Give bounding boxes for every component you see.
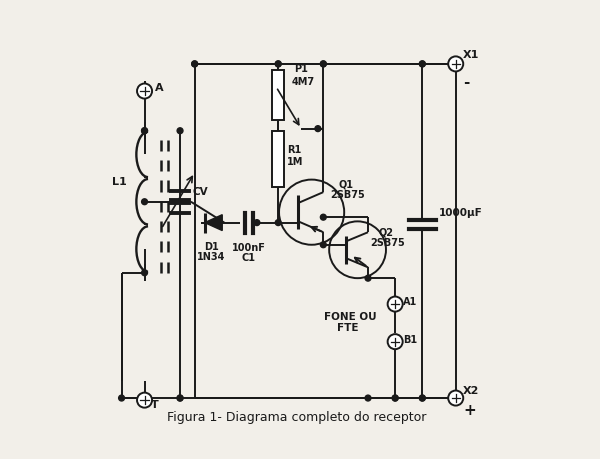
Text: X2: X2	[463, 386, 479, 396]
Circle shape	[177, 395, 183, 401]
Text: +: +	[463, 403, 476, 418]
Circle shape	[275, 220, 281, 225]
Circle shape	[192, 61, 197, 67]
Text: L1: L1	[112, 177, 127, 187]
Circle shape	[419, 61, 425, 67]
Circle shape	[275, 61, 281, 67]
Text: Q2: Q2	[379, 227, 394, 237]
Circle shape	[137, 84, 152, 99]
Text: A: A	[155, 83, 164, 93]
Circle shape	[177, 128, 183, 134]
Text: 4M7: 4M7	[292, 77, 314, 87]
Circle shape	[365, 275, 371, 281]
Circle shape	[192, 61, 197, 67]
Circle shape	[142, 199, 148, 205]
Text: -: -	[463, 75, 470, 90]
Circle shape	[365, 395, 371, 401]
Circle shape	[315, 126, 321, 132]
Text: FTE: FTE	[337, 323, 358, 333]
Text: D1: D1	[204, 242, 219, 252]
Text: R1: R1	[287, 145, 302, 155]
Text: 2SB75: 2SB75	[331, 190, 365, 200]
Text: T: T	[151, 401, 158, 410]
Text: 100nF: 100nF	[232, 243, 266, 253]
Circle shape	[388, 297, 403, 312]
Text: C1: C1	[242, 253, 256, 263]
Circle shape	[177, 395, 183, 401]
Circle shape	[320, 242, 326, 248]
Text: X1: X1	[463, 50, 479, 60]
Text: 1N34: 1N34	[197, 252, 226, 262]
Circle shape	[142, 270, 148, 276]
Text: 1M: 1M	[287, 157, 304, 167]
Text: Q1: Q1	[339, 179, 354, 189]
Circle shape	[419, 395, 425, 401]
Circle shape	[142, 128, 148, 134]
Text: B1: B1	[403, 335, 417, 345]
Text: P1: P1	[294, 64, 308, 74]
Bar	[272, 131, 284, 187]
Text: 2SB75: 2SB75	[370, 238, 405, 247]
Circle shape	[142, 128, 148, 134]
Circle shape	[419, 395, 425, 401]
Circle shape	[137, 392, 152, 408]
Text: CV: CV	[193, 187, 208, 197]
Circle shape	[419, 61, 425, 67]
Text: FONE OU: FONE OU	[324, 312, 377, 321]
Circle shape	[392, 395, 398, 401]
Circle shape	[320, 61, 326, 67]
Circle shape	[119, 395, 124, 401]
Circle shape	[320, 61, 326, 67]
Circle shape	[320, 214, 326, 220]
Circle shape	[275, 61, 281, 67]
Text: Figura 1- Diagrama completo do receptor: Figura 1- Diagrama completo do receptor	[167, 411, 427, 424]
Polygon shape	[205, 215, 222, 230]
Circle shape	[448, 391, 463, 406]
Text: A1: A1	[403, 297, 417, 307]
Circle shape	[254, 220, 260, 225]
Circle shape	[448, 56, 463, 72]
Text: 1000μF: 1000μF	[439, 208, 483, 218]
Circle shape	[388, 334, 403, 349]
Bar	[272, 70, 284, 120]
Circle shape	[392, 395, 398, 401]
